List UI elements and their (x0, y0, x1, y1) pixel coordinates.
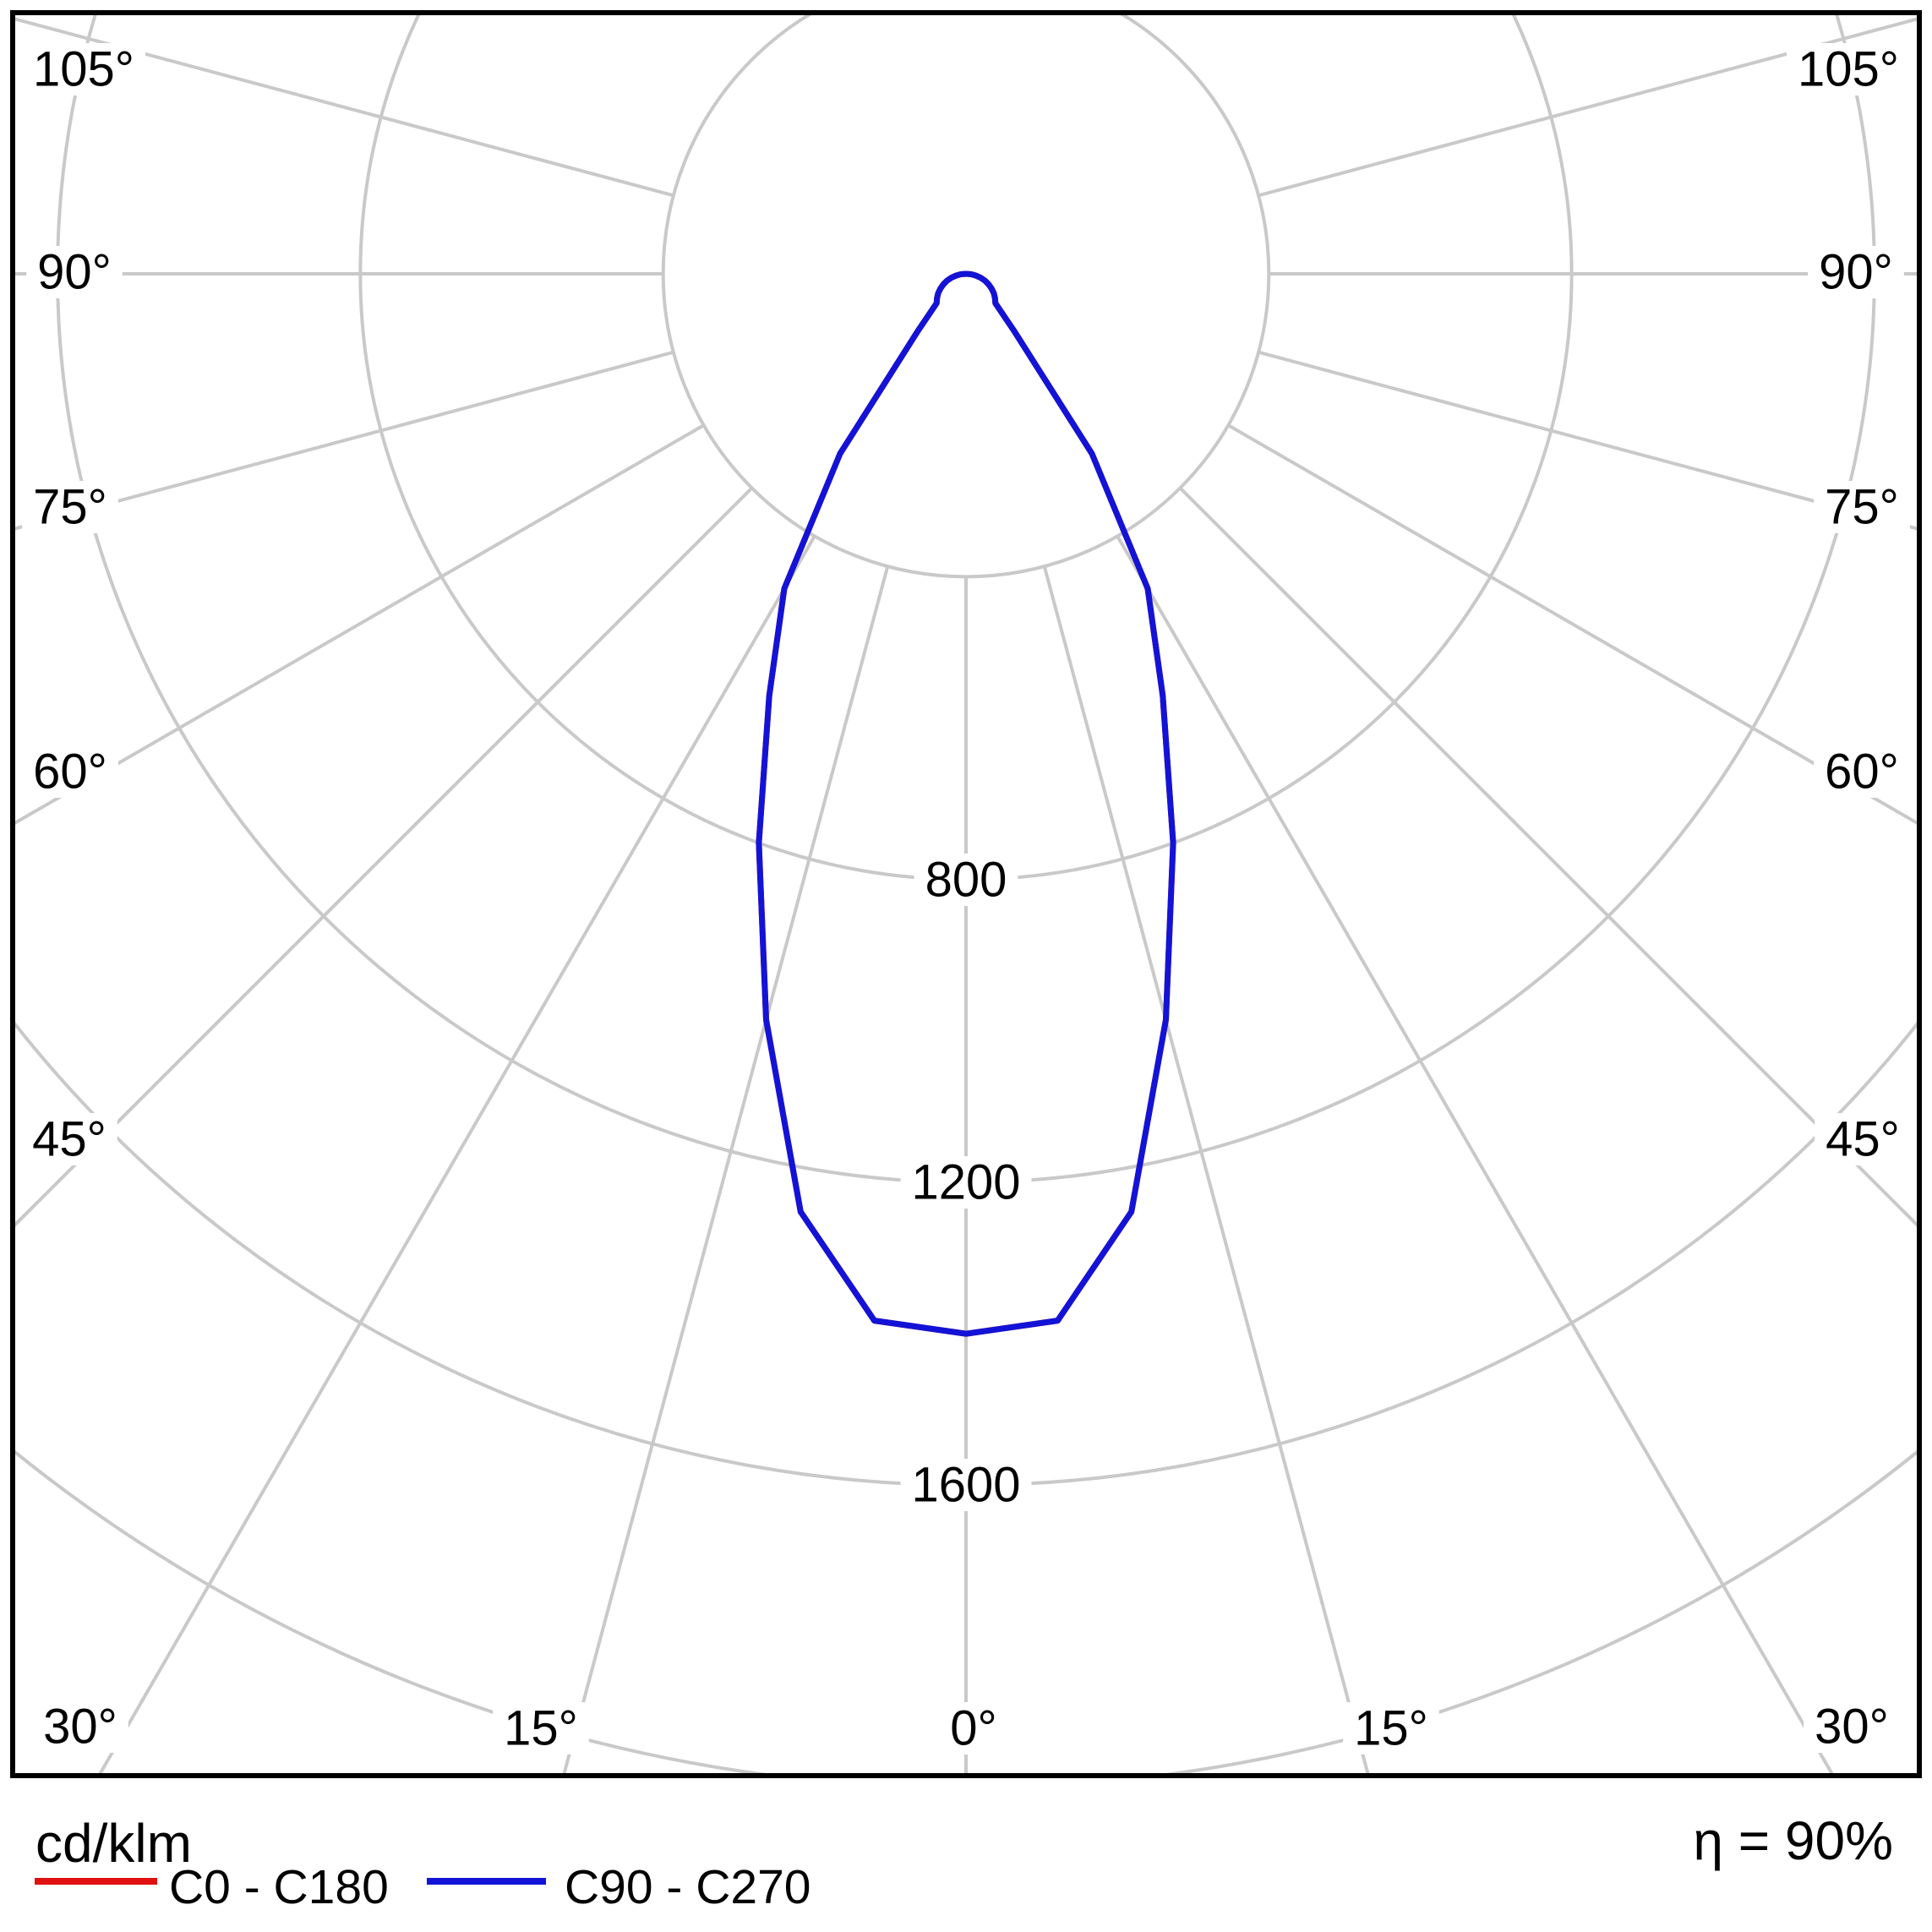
grid-ray--105 (15, 17, 674, 198)
angle-right-label-bg (1815, 1113, 1911, 1165)
units-label: cd/klm (35, 1813, 192, 1874)
angle-left-label: 75° (33, 480, 107, 535)
grid-ray--75 (15, 350, 674, 531)
angle-right-label: 105° (1798, 42, 1899, 97)
angle-bottom-label-bg (1343, 1702, 1439, 1755)
radial-label-bg (914, 854, 1018, 906)
radial-label-bg (900, 1459, 1032, 1511)
angle-left-label-bg (26, 246, 123, 298)
angle-right-label-bg (1814, 745, 1910, 798)
grid-ray-105 (1258, 17, 1917, 198)
efficiency-label: η = 90% (1693, 1810, 1893, 1871)
angle-right-label: 75° (1825, 480, 1899, 535)
angle-left-label-bg (22, 43, 145, 96)
angle-right-label: 90° (1819, 245, 1893, 300)
grid-ray-75 (1258, 350, 1917, 531)
angle-bottom-label: 15° (1354, 1701, 1428, 1756)
plot-frame (10, 10, 1922, 1778)
angle-left-label-bg (22, 745, 118, 798)
radial-label: 1600 (911, 1458, 1020, 1513)
radial-label: 1200 (911, 1155, 1020, 1210)
angle-right-label-bg (1808, 246, 1904, 298)
angle-left-label-bg (32, 1700, 128, 1753)
angle-right-label-bg (1787, 43, 1910, 96)
grid-ray--30 (98, 535, 816, 1773)
angle-left-label: 90° (37, 245, 112, 300)
angle-left-label-bg (22, 481, 118, 533)
angle-left-label-bg (21, 1113, 117, 1165)
angle-right-label-bg (1814, 481, 1910, 533)
legend-c90-swatch (427, 1878, 546, 1885)
angle-right-label: 45° (1826, 1112, 1900, 1167)
grid-ray-30 (1116, 535, 1834, 1773)
angle-bottom-label-bg (493, 1702, 589, 1755)
angle-bottom-label: 0° (950, 1701, 996, 1756)
grid-ray--60 (15, 423, 705, 825)
angle-left-label: 105° (33, 42, 134, 97)
radial-label: 800 (925, 853, 1007, 908)
grid-ray-15 (1042, 565, 1370, 1773)
angle-right-label: 30° (1815, 1700, 1889, 1755)
angle-bottom-label-bg (939, 1702, 1008, 1755)
grid-ring-400 (661, 15, 1271, 579)
angle-left-label: 30° (43, 1700, 117, 1755)
legend-c90-label: C90 - C270 (565, 1860, 811, 1914)
angle-left-label: 60° (33, 745, 107, 800)
legend-c0-swatch (35, 1878, 157, 1885)
grid-ray-60 (1227, 423, 1917, 825)
curve-c90-c270 (756, 270, 1176, 1337)
angle-left-label: 45° (32, 1112, 106, 1167)
legend-c0-label: C0 - C180 (169, 1860, 389, 1914)
grid-ray--15 (562, 565, 890, 1773)
radial-label-bg (900, 1156, 1032, 1209)
angle-bottom-label: 15° (504, 1701, 578, 1756)
angle-right-label-bg (1804, 1700, 1900, 1753)
angle-right-label: 60° (1825, 745, 1899, 800)
